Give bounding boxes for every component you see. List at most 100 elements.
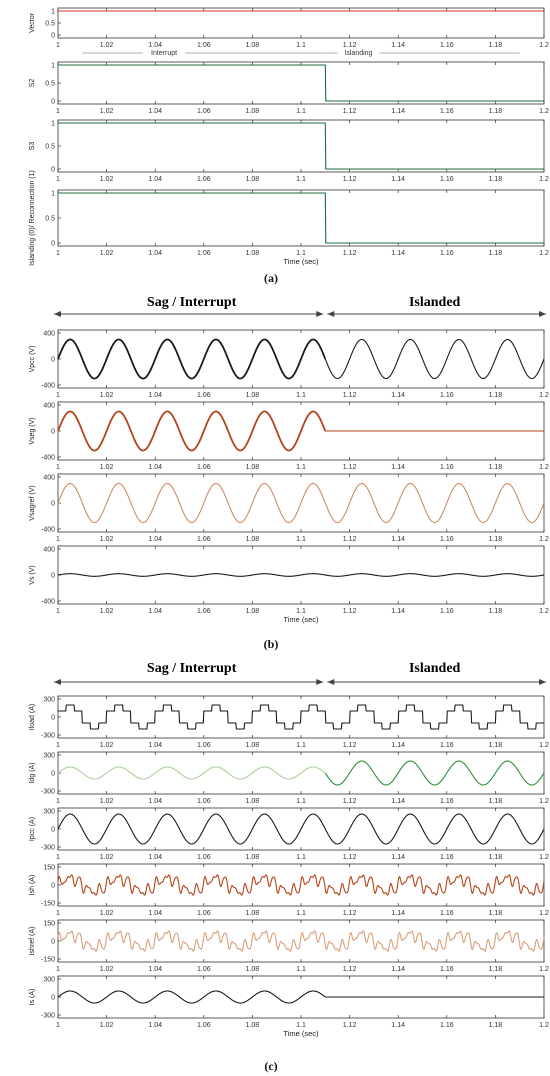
y-tick-label: 0.5 (45, 216, 55, 223)
x-tick-label: 1.02 (100, 608, 114, 615)
x-tick-label: 1.1 (296, 392, 306, 399)
y-tick-label: 0 (51, 573, 55, 580)
x-tick-label: 1.02 (100, 464, 114, 471)
x-tick-label: 1.18 (489, 608, 503, 615)
x-tick-label: 1.02 (100, 42, 114, 49)
x-tick-label: 1.2 (539, 608, 549, 615)
plot-frame (57, 919, 545, 963)
x-tick-label: 1.06 (197, 966, 211, 973)
y-tick-label: 0 (51, 33, 55, 40)
y-tick-label: -400 (41, 383, 55, 390)
x-tick-label: 1.06 (197, 536, 211, 543)
x-tick-label: 1.02 (100, 798, 114, 805)
y-tick-label: 0.5 (45, 81, 55, 88)
x-tick-label: 1.16 (440, 798, 454, 805)
y-axis-label: Vpcc (V) (29, 346, 36, 373)
x-tick-label: 1.18 (489, 42, 503, 49)
x-tick-label: 1.04 (148, 798, 162, 805)
y-tick-label: 0 (51, 99, 55, 106)
subplot-3: 1 1.02 1.04 1.06 1.08 1.1 1.12 1.14 1.16 1.18 1.2 -… (29, 863, 549, 917)
y-tick-label: -300 (41, 845, 55, 852)
y-tick-label: 0 (51, 995, 55, 1002)
x-tick-label: 1.08 (246, 854, 260, 861)
series-line (324, 338, 545, 380)
panel-caption: (b) (264, 637, 279, 651)
x-tick-label: 1.18 (489, 250, 503, 257)
subplot-0: 1 1.02 1.04 1.06 1.08 1.1 1.12 1.14 1.16 1.18 1.2 0… (29, 7, 549, 57)
x-tick-label: 1.18 (489, 176, 503, 183)
series-line (57, 410, 327, 452)
x-tick-label: 1.12 (343, 392, 357, 399)
x-tick-label: 1.2 (539, 910, 549, 917)
annotation-interrupt: Interrupt (151, 50, 177, 57)
x-tick-label: 1.04 (148, 854, 162, 861)
x-tick-label: 1.04 (148, 176, 162, 183)
x-tick-label: 1.2 (539, 42, 549, 49)
x-tick-label: 1.12 (343, 910, 357, 917)
x-tick-label: 1.16 (440, 608, 454, 615)
panel-2: Sag / Interrupt Islanded 1 1.02 1.04 1.06 1.08… (29, 661, 549, 1073)
x-tick-label: 1.1 (296, 798, 306, 805)
x-tick-label: 1.14 (391, 798, 405, 805)
panel-0: 1 1.02 1.04 1.06 1.08 1.1 1.12 1.14 1.16 1.18 1.2 0… (29, 7, 549, 285)
x-tick-label: 1.04 (148, 966, 162, 973)
section-label-islanded: Islanded (409, 661, 461, 676)
series-line (57, 482, 545, 524)
y-tick-label: 1 (51, 121, 55, 128)
x-tick-label: 1.14 (391, 536, 405, 543)
y-axis-label: Ipcc (A) (29, 817, 36, 841)
y-axis-label: Iload (A) (29, 704, 36, 730)
x-tick-label: 1.14 (391, 608, 405, 615)
x-tick-label: 1 (56, 742, 60, 749)
x-tick-label: 1.12 (343, 854, 357, 861)
x-tick-label: 1.1 (296, 742, 306, 749)
y-tick-label: 0 (51, 827, 55, 834)
x-tick-label: 1.04 (148, 42, 162, 49)
x-tick-label: 1.16 (440, 742, 454, 749)
x-tick-label: 1.1 (296, 108, 306, 115)
x-tick-label: 1.12 (343, 176, 357, 183)
x-tick-label: 1.08 (246, 42, 260, 49)
x-tick-label: 1.04 (148, 1022, 162, 1029)
x-tick-label: 1.18 (489, 1022, 503, 1029)
x-tick-label: 1.18 (489, 798, 503, 805)
x-tick-label: 1.1 (296, 966, 306, 973)
x-tick-label: 1 (56, 966, 60, 973)
x-tick-label: 1.14 (391, 176, 405, 183)
x-tick-label: 1.1 (296, 250, 306, 257)
x-tick-label: 1.18 (489, 392, 503, 399)
x-axis-label: Time (sec) (283, 615, 319, 624)
y-tick-label: 150 (43, 865, 55, 872)
subplot-1: 1 1.02 1.04 1.06 1.08 1.1 1.12 1.14 1.16 1.18 1.2 -… (29, 751, 549, 805)
y-tick-label: 0 (51, 501, 55, 508)
x-tick-label: 1.06 (197, 42, 211, 49)
x-tick-label: 1.08 (246, 392, 260, 399)
x-tick-label: 1 (56, 1022, 60, 1029)
x-tick-label: 1.1 (296, 608, 306, 615)
subplot-2: 1 1.02 1.04 1.06 1.08 1.1 1.12 1.14 1.16 1.18 1.2 -… (29, 807, 549, 861)
y-tick-label: 0 (51, 357, 55, 364)
x-tick-label: 1.1 (296, 1022, 306, 1029)
annotation-bg (143, 48, 186, 57)
x-tick-label: 1.06 (197, 1022, 211, 1029)
x-tick-label: 1.06 (197, 608, 211, 615)
y-tick-label: -300 (41, 1013, 55, 1020)
x-tick-label: 1.12 (343, 966, 357, 973)
section-header: Sag / Interrupt Islanded (54, 661, 546, 685)
x-tick-label: 1.1 (296, 854, 306, 861)
y-tick-label: 1 (51, 63, 55, 70)
y-tick-label: -400 (41, 455, 55, 462)
x-tick-label: 1.16 (440, 464, 454, 471)
x-tick-label: 1.08 (246, 176, 260, 183)
x-tick-label: 1.08 (246, 108, 260, 115)
y-axis-label: S3 (29, 142, 36, 151)
x-tick-label: 1.2 (539, 464, 549, 471)
x-tick-label: 1.12 (343, 742, 357, 749)
arrow-head (316, 311, 324, 317)
x-tick-label: 1.02 (100, 966, 114, 973)
x-tick-label: 1.04 (148, 392, 162, 399)
x-tick-label: 1.02 (100, 854, 114, 861)
series-line (324, 760, 545, 786)
series-line (57, 704, 545, 730)
x-tick-label: 1.08 (246, 250, 260, 257)
